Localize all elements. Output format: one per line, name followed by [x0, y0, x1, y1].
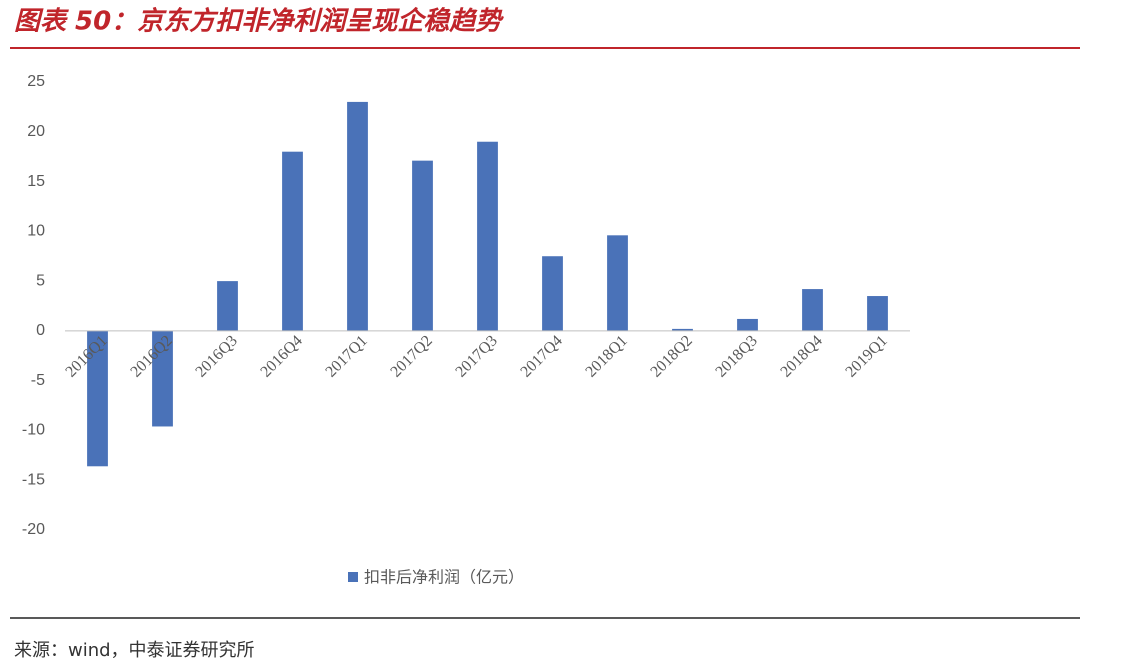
- page-title: 图表 50：京东方扣非净利润呈现企稳趋势: [14, 7, 504, 37]
- source-note: 来源：wind，中泰证券研究所: [14, 640, 255, 661]
- bar: [87, 330, 108, 467]
- y-tick-label: 0: [36, 322, 45, 339]
- bar: [802, 289, 823, 331]
- y-tick-label: 15: [27, 173, 45, 190]
- bar: [282, 151, 303, 331]
- x-tick-label: 2018Q4: [777, 332, 825, 380]
- bar: [737, 318, 758, 331]
- y-tick-label: -15: [22, 471, 45, 488]
- bar: [152, 330, 173, 427]
- y-tick-label: -20: [22, 521, 45, 538]
- bar: [607, 235, 628, 331]
- legend-swatch: [348, 572, 358, 582]
- bar: [347, 101, 368, 331]
- x-tick-label: 2016Q3: [192, 332, 240, 380]
- y-tick-label: 5: [36, 272, 45, 289]
- y-tick-label: -10: [22, 422, 45, 439]
- x-tick-label: 2017Q2: [387, 332, 435, 380]
- bar: [867, 296, 888, 331]
- y-tick-label: 25: [27, 73, 45, 90]
- x-tick-label: 2017Q1: [322, 332, 370, 380]
- x-tick-label: 2019Q1: [842, 332, 890, 380]
- x-tick-label: 2017Q4: [517, 332, 565, 380]
- x-tick-label: 2016Q4: [257, 332, 305, 380]
- bar: [412, 160, 433, 331]
- x-tick-label: 2018Q2: [647, 332, 695, 380]
- x-tick-label: 2018Q1: [582, 332, 630, 380]
- x-tick-label: 2018Q3: [712, 332, 760, 380]
- bar: [217, 281, 238, 331]
- y-tick-label: 20: [27, 123, 45, 140]
- legend-label: 扣非后净利润（亿元）: [364, 568, 524, 587]
- bar: [542, 256, 563, 331]
- bar: [477, 141, 498, 331]
- x-tick-label: 2017Q3: [452, 332, 500, 380]
- y-tick-label: 10: [27, 223, 45, 240]
- bar: [672, 328, 693, 331]
- y-tick-label: -5: [31, 372, 45, 389]
